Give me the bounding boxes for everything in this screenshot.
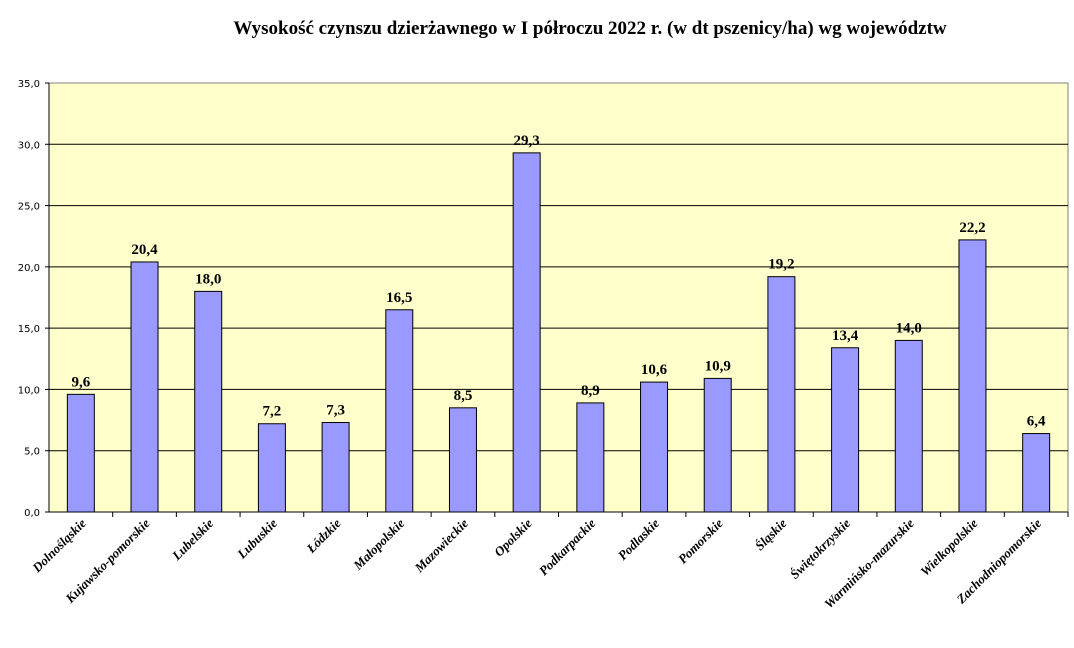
x-tick-label: Wielkopolskie [917,515,981,579]
data-label: 16,5 [386,290,412,306]
y-tick-label: 0,0 [24,508,40,519]
y-tick-label: 35,0 [18,79,40,90]
data-label: 29,3 [514,133,540,149]
bar [512,152,541,513]
x-tick-label: Podlaskie [615,515,663,563]
x-tick-label: Podkarpackie [536,515,599,578]
y-tick-label: 5,0 [24,447,40,458]
x-tick-label: Pomorskie [675,515,726,566]
data-label: 8,5 [454,388,473,404]
y-tick-label: 10,0 [18,385,40,396]
x-tick-label: Lubelskie [168,515,216,563]
x-tick-label: Dolnośląskie [29,515,90,576]
data-label: 13,4 [832,328,859,344]
data-label: 14,0 [896,320,922,336]
x-tick-label: Mazowieckie [411,515,471,575]
bar [576,402,605,513]
data-label: 20,4 [131,242,158,258]
bar [321,422,350,513]
bar [385,309,414,513]
data-label: 9,6 [71,374,90,390]
x-tick-label: Opolskie [491,515,535,559]
bar [640,381,669,513]
data-label: 7,3 [326,403,345,419]
x-tick-label: Łódzkie [303,515,344,556]
x-tick-label: Świętokrzyskie [787,515,853,581]
x-tick-label: Śląskie [752,515,790,553]
x-tick-label: Małopolskie [350,515,408,573]
bar [1022,433,1051,513]
bar [958,239,987,513]
data-label: 10,9 [705,358,731,374]
data-label: 22,2 [959,220,985,236]
bar [831,347,860,513]
bar [257,423,286,513]
data-label: 7,2 [263,404,282,420]
data-label: 18,0 [195,271,221,287]
y-tick-label: 30,0 [18,140,40,151]
data-label: 10,6 [641,362,668,378]
bar [130,261,159,513]
data-label: 8,9 [581,383,600,399]
bar [767,276,796,513]
bar [194,290,223,513]
chart-title: Wysokość czynszu dzierżawnego w I półroc… [233,18,947,39]
y-tick-label: 25,0 [18,202,40,213]
x-tick-label: Lubuskie [233,515,280,562]
y-tick-label: 20,0 [18,263,40,274]
bar [894,339,923,513]
bar [66,393,95,513]
data-label: 19,2 [768,257,794,273]
bar [703,377,732,513]
bar [448,407,477,513]
data-label: 6,4 [1027,414,1046,430]
y-tick-label: 15,0 [18,324,40,335]
